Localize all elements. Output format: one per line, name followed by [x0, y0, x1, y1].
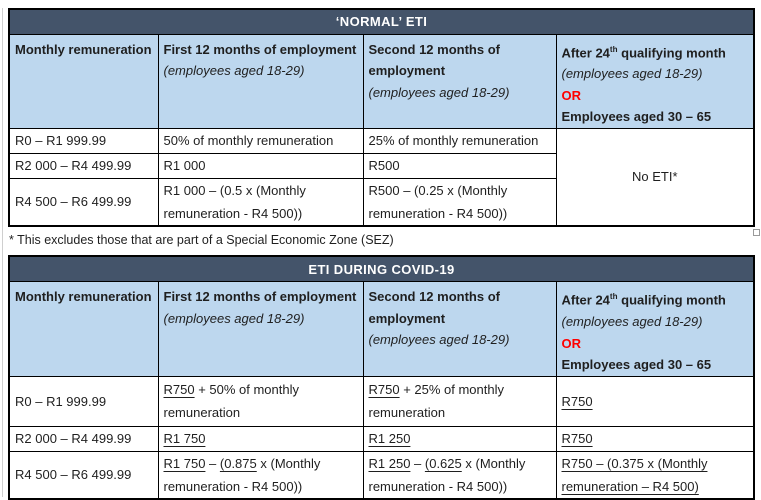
table-row: R2 000 – R4 499.99 R1 750 R1 250 R750	[8, 425, 755, 452]
eti-value-cell: R1 250	[362, 425, 557, 452]
remuneration-range-cell: R2 000 – R4 499.99	[8, 152, 159, 179]
sez-footnote: * This excludes those that are part of a…	[9, 232, 394, 247]
table-resize-handle	[753, 229, 760, 236]
table-row: R4 500 – R6 499.99 R1 750 – (0.875 x (Mo…	[8, 450, 755, 500]
covid-header-row: Monthly remuneration First 12 months of …	[8, 281, 755, 377]
remuneration-range-cell: R0 – R1 999.99	[8, 127, 159, 154]
page-edge-line	[2, 8, 3, 497]
eti-formula-cell: R1 250 – (0.625 x (Monthly remuneration -…	[362, 450, 557, 500]
eti-value-cell: 25% of monthly remuneration	[362, 127, 557, 154]
covid-eti-table: ETI DURING COVID-19 Monthly remuneration…	[8, 254, 756, 500]
eti-formula-cell: R1 750 – (0.875 x (Monthly remuneration -…	[157, 450, 364, 500]
column-header-second-12-months: Second 12 months of employment (employees …	[362, 33, 557, 129]
eti-formula-cell: R1 000 – (0.5 x (Monthly remuneration - R…	[157, 177, 364, 227]
eti-value-cell: R500	[362, 152, 557, 179]
covid-title-row: ETI DURING COVID-19	[8, 255, 755, 283]
remuneration-range-cell: R4 500 – R6 499.99	[8, 450, 159, 500]
eti-formula-cell: R750 – (0.375 x (Monthly remuneration – R…	[555, 450, 755, 500]
table-row: R0 – R1 999.99 50% of monthly remunerati…	[8, 127, 755, 227]
eti-formula-cell: R500 – (0.25 x (Monthly remuneration - R4…	[362, 177, 557, 227]
table-row: R4 500 – R6 499.99 R1 000 – (0.5 x (Mont…	[8, 177, 754, 227]
table-row: R0 – R1 999.99 R750 + 50% of monthly remu…	[8, 375, 755, 427]
no-eti-cell: No ETI*	[555, 127, 755, 227]
normal-header-row: Monthly remuneration First 12 months of …	[8, 33, 755, 129]
column-header-after-24th-month: After 24th qualifying month (employees ag…	[555, 281, 755, 377]
covid-eti-title: ETI DURING COVID-19	[8, 255, 755, 283]
column-header-first-12-months: First 12 months of employment (employees …	[157, 281, 364, 377]
eti-value-cell: R1 750	[157, 425, 364, 452]
eti-value-cell: 50% of monthly remuneration	[157, 127, 364, 154]
column-header-monthly-remuneration: Monthly remuneration	[8, 33, 159, 129]
column-header-first-12-months: First 12 months of employment (employees …	[157, 33, 364, 129]
normal-title-row: ‘NORMAL’ ETI	[8, 8, 755, 35]
eti-value-cell: R750 + 25% of monthly remuneration	[362, 375, 557, 427]
eti-value-cell: R750	[555, 375, 755, 427]
normal-eti-title: ‘NORMAL’ ETI	[8, 8, 755, 35]
normal-eti-table: ‘NORMAL’ ETI Monthly remuneration First …	[8, 8, 756, 227]
eti-value-cell: R1 000	[157, 152, 364, 179]
eti-value-cell: R750	[555, 425, 755, 452]
column-header-after-24th-month: After 24th qualifying month (employees ag…	[555, 33, 755, 129]
remuneration-range-cell: R2 000 – R4 499.99	[8, 425, 159, 452]
table-row: R2 000 – R4 499.99 R1 000 R500	[8, 152, 754, 179]
column-header-second-12-months: Second 12 months of employment (employees …	[362, 281, 557, 377]
column-header-monthly-remuneration: Monthly remuneration	[8, 281, 159, 377]
remuneration-range-cell: R0 – R1 999.99	[8, 375, 159, 427]
remuneration-range-cell: R4 500 – R6 499.99	[8, 177, 159, 227]
eti-value-cell: R750 + 50% of monthly remuneration	[157, 375, 364, 427]
